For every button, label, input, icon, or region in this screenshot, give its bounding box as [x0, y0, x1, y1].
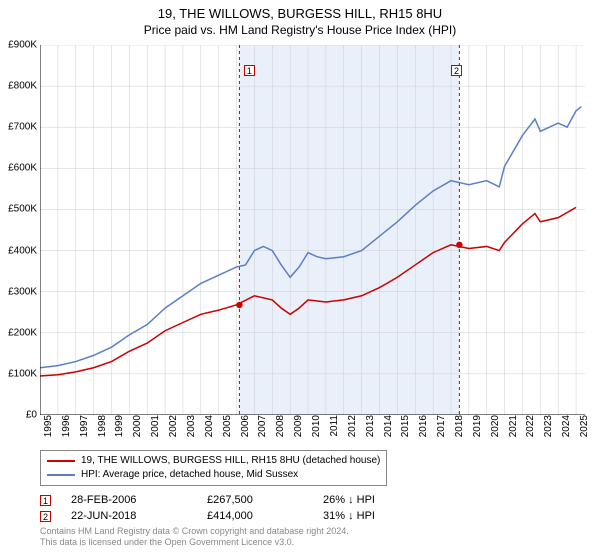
x-axis-label: 2023 [540, 415, 554, 437]
footer: Contains HM Land Registry data © Crown c… [40, 526, 585, 548]
sale-delta: 26% ↓ HPI [323, 494, 375, 506]
sale-row-marker: 1 [40, 495, 51, 506]
legend-row: 19, THE WILLOWS, BURGESS HILL, RH15 8HU … [47, 454, 380, 468]
x-axis-label: 1996 [58, 415, 72, 437]
x-axis-label: 2021 [505, 415, 519, 437]
x-axis-label: 2015 [397, 415, 411, 437]
legend-row: HPI: Average price, detached house, Mid … [47, 468, 380, 482]
y-axis-label: £600K [8, 163, 40, 174]
x-axis-label: 2006 [237, 415, 251, 437]
sale-marker-2: 2 [451, 65, 462, 76]
sale-delta: 31% ↓ HPI [323, 510, 375, 522]
x-axis-label: 1995 [40, 415, 54, 437]
x-axis-label: 1997 [76, 415, 90, 437]
chart-area: £0£100K£200K£300K£400K£500K£600K£700K£80… [40, 45, 585, 415]
x-axis-label: 2001 [147, 415, 161, 437]
legend-label: HPI: Average price, detached house, Mid … [81, 468, 298, 482]
legend-block: 19, THE WILLOWS, BURGESS HILL, RH15 8HU … [40, 450, 585, 548]
x-axis-label: 2019 [469, 415, 483, 437]
x-axis-label: 2014 [380, 415, 394, 437]
sale-marker-1: 1 [244, 65, 255, 76]
x-axis-label: 2009 [290, 415, 304, 437]
x-axis-label: 2013 [362, 415, 376, 437]
y-axis-label: £700K [8, 122, 40, 133]
x-axis-label: 2002 [165, 415, 179, 437]
x-axis-label: 2022 [522, 415, 536, 437]
x-axis-label: 2004 [201, 415, 215, 437]
sale-date: 28-FEB-2006 [71, 494, 201, 506]
x-axis-label: 2003 [183, 415, 197, 437]
y-axis-label: £900K [8, 40, 40, 51]
chart-subtitle: Price paid vs. HM Land Registry's House … [0, 21, 600, 37]
y-axis-label: £500K [8, 204, 40, 215]
x-axis-label: 2011 [326, 415, 340, 437]
sale-row-marker: 2 [40, 511, 51, 522]
x-axis-label: 1999 [111, 415, 125, 437]
y-axis-label: £400K [8, 245, 40, 256]
y-axis-label: £100K [8, 368, 40, 379]
footer-line-2: This data is licensed under the Open Gov… [40, 537, 585, 548]
chart-title: 19, THE WILLOWS, BURGESS HILL, RH15 8HU [0, 0, 600, 21]
sale-row: 2 22-JUN-2018 £414,000 31% ↓ HPI [40, 510, 585, 522]
legend-box: 19, THE WILLOWS, BURGESS HILL, RH15 8HU … [40, 450, 387, 486]
x-axis-label: 2008 [272, 415, 286, 437]
x-axis-label: 1998 [94, 415, 108, 437]
footer-line-1: Contains HM Land Registry data © Crown c… [40, 526, 585, 537]
x-axis-label: 2012 [344, 415, 358, 437]
x-axis-label: 2025 [576, 415, 590, 437]
x-axis-label: 2000 [129, 415, 143, 437]
x-axis-label: 2005 [219, 415, 233, 437]
x-axis-label: 2010 [308, 415, 322, 437]
sale-price: £267,500 [207, 494, 317, 506]
x-axis-label: 2024 [558, 415, 572, 437]
x-axis-label: 2016 [415, 415, 429, 437]
legend-label: 19, THE WILLOWS, BURGESS HILL, RH15 8HU … [81, 454, 380, 468]
x-axis-label: 2020 [487, 415, 501, 437]
legend-swatch [47, 474, 75, 476]
sale-date: 22-JUN-2018 [71, 510, 201, 522]
x-axis-label: 2017 [433, 415, 447, 437]
y-axis-label: £300K [8, 286, 40, 297]
chart-container: 19, THE WILLOWS, BURGESS HILL, RH15 8HU … [0, 0, 600, 560]
x-axis-label: 2018 [451, 415, 465, 437]
sale-row: 1 28-FEB-2006 £267,500 26% ↓ HPI [40, 494, 585, 506]
sale-rows: 1 28-FEB-2006 £267,500 26% ↓ HPI 2 22-JUN-201… [40, 494, 585, 522]
y-axis-label: £200K [8, 327, 40, 338]
sale-price: £414,000 [207, 510, 317, 522]
y-axis-label: £800K [8, 81, 40, 92]
legend-swatch [47, 460, 75, 462]
y-axis-label: £0 [26, 410, 40, 421]
chart-svg [40, 45, 585, 415]
x-axis-label: 2007 [254, 415, 268, 437]
